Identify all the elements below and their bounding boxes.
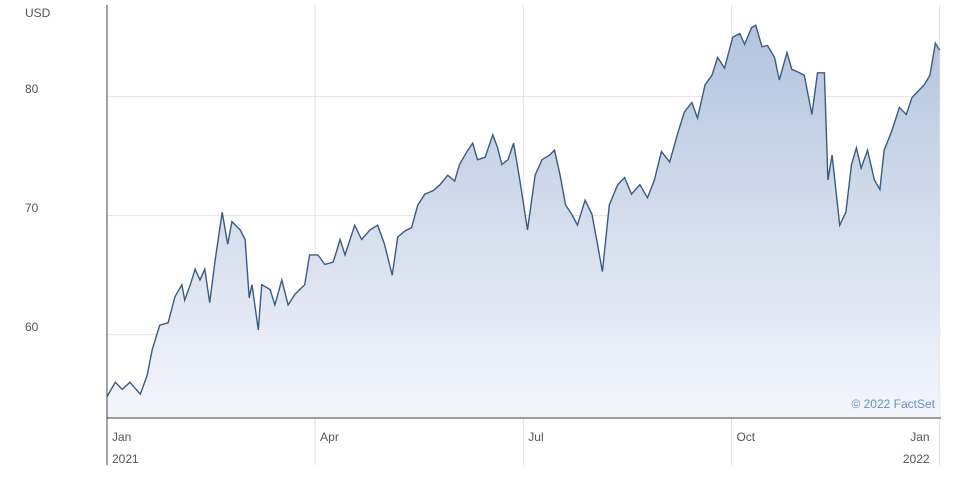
x-tick-label: Jan <box>112 430 131 444</box>
y-tick-label: 60 <box>25 320 39 334</box>
x-tick-label: Apr <box>320 430 339 444</box>
area-fill <box>107 25 940 418</box>
x-year-label: 2021 <box>112 452 139 466</box>
x-tick-label: Oct <box>736 430 755 444</box>
x-tick-label: Jul <box>528 430 543 444</box>
x-tick-label: Jan <box>910 430 929 444</box>
y-axis-label: USD <box>25 6 51 20</box>
x-year-label: 2022 <box>903 452 930 466</box>
y-tick-label: 70 <box>25 201 39 215</box>
y-tick-label: 80 <box>25 82 39 96</box>
price-line <box>106 24 941 397</box>
watermark: © 2022 FactSet <box>851 397 935 411</box>
